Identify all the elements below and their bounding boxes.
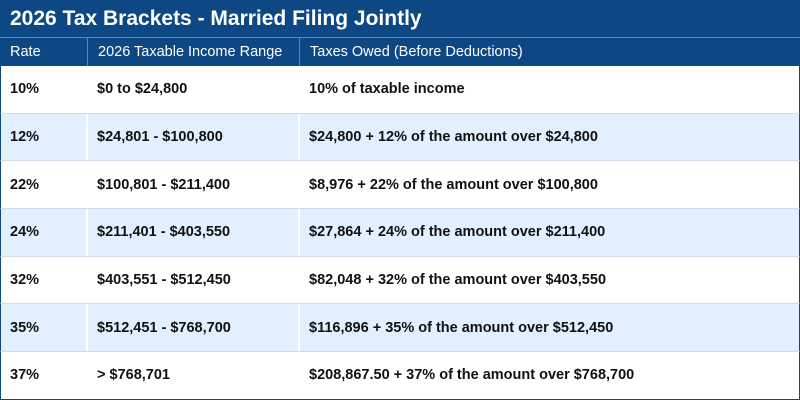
income-range-cell: $24,801 - $100,800 [88,113,300,161]
rate-cell: 32% [1,256,88,304]
taxes-owed-cell: $82,048 + 32% of the amount over $403,55… [309,272,607,289]
taxes-owed-cell: $8,976 + 22% of the amount over $100,800 [309,176,598,193]
column-header-income-range: 2026 Taxable Income Range [88,38,300,66]
rate-cell: 22% [1,161,88,209]
rate-cell: 37% [1,352,88,399]
table-row: 24% $211,401 - $403,550 $27,864 + 24% of… [0,209,800,257]
income-range-cell: $211,401 - $403,550 [88,209,300,256]
income-range-cell: > $768,701 [88,352,300,399]
column-header-taxes-owed: Taxes Owed (Before Deductions) [310,44,523,60]
table-title: 2026 Tax Brackets - Married Filing Joint… [0,0,800,37]
table-row: 22% $100,801 - $211,400 $8,976 + 22% of … [0,161,800,210]
table-row: 32% $403,551 - $512,450 $82,048 + 32% of… [0,256,800,305]
table-row: 10% $0 to $24,800 10% of taxable income [0,66,800,114]
income-range-cell: $100,801 - $211,400 [88,161,300,209]
taxes-owed-cell: $208,867.50 + 37% of the amount over $76… [309,367,635,384]
taxes-owed-cell: 10% of taxable income [309,81,465,98]
taxes-owed-cell: $27,864 + 24% of the amount over $211,40… [309,224,606,241]
income-range-cell: $0 to $24,800 [88,66,300,113]
taxes-owed-cell: $24,800 + 12% of the amount over $24,800 [309,129,598,146]
income-range-cell: $512,451 - $768,700 [88,304,300,352]
rate-cell: 35% [1,304,88,352]
taxes-owed-cell: $116,896 + 35% of the amount over $512,4… [309,319,614,336]
table-header-row: Rate 2026 Taxable Income Range Taxes Owe… [0,37,800,66]
income-range-cell: $403,551 - $512,450 [88,256,300,304]
column-header-rate: Rate [0,38,88,66]
table-row: 37% > $768,701 $208,867.50 + 37% of the … [0,352,800,400]
table-row: 12% $24,801 - $100,800 $24,800 + 12% of … [0,113,800,162]
rate-cell: 12% [1,113,88,161]
rate-cell: 10% [1,66,88,113]
rate-cell: 24% [1,209,88,256]
table-row: 35% $512,451 - $768,700 $116,896 + 35% o… [0,304,800,353]
